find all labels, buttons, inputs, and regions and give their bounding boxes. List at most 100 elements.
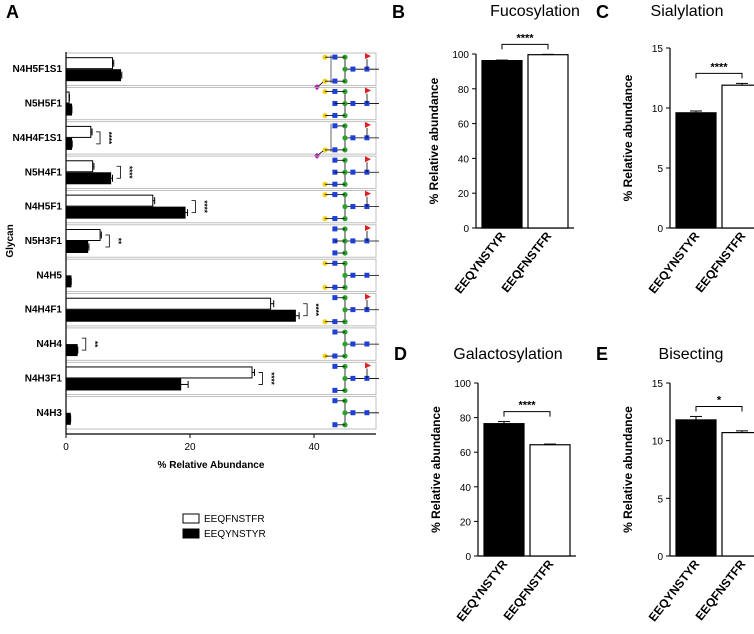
y-tick-label: 40 xyxy=(458,154,470,165)
mannose-node xyxy=(342,307,348,313)
significance-stars: **** xyxy=(200,200,209,213)
y-tick-label: 10 xyxy=(652,437,664,448)
bisecting-glcnac-node xyxy=(332,238,338,244)
y-tick-label: 60 xyxy=(458,120,470,131)
mannose-node xyxy=(342,341,348,347)
glycan-structure xyxy=(322,329,379,359)
category-label: N4H5F1 xyxy=(25,202,63,213)
mannose-node xyxy=(342,410,348,416)
glycan-structure xyxy=(322,190,379,222)
y-tick-label: 80 xyxy=(458,85,470,96)
bar-eeqynstyr xyxy=(65,137,73,150)
significance-stars: **** xyxy=(516,32,534,44)
bisecting-glcnac-node xyxy=(332,169,338,175)
significance-bracket xyxy=(501,43,549,50)
bar-eeqynstyr xyxy=(65,344,78,357)
bar-eeqfnstfr xyxy=(65,160,94,173)
significance-bracket xyxy=(503,411,551,417)
y-axis-title: % Relative abundance xyxy=(429,406,443,533)
glcnac-node xyxy=(332,181,338,187)
glcnac-node xyxy=(332,112,338,118)
fucose-node xyxy=(365,293,371,300)
panel-title: Fucosylation xyxy=(490,3,580,20)
significance-bracket xyxy=(191,200,196,214)
x-tick-label: 20 xyxy=(184,442,196,453)
glycan-structure xyxy=(322,260,379,290)
panel-b: B Fucosylation 0 20 40 60 80 100 % Relative abun… xyxy=(392,2,580,296)
y-axis-title: % Relative abundance xyxy=(621,74,635,201)
fucose-node xyxy=(365,53,371,60)
bar-eeqfnstfr xyxy=(65,366,253,379)
significance-stars: **** xyxy=(518,400,536,412)
bar-eeqynstyr xyxy=(65,378,182,391)
significance-stars: ** xyxy=(113,238,122,245)
glycan-row: N5H3F1 ** xyxy=(25,224,379,258)
glcnac-node xyxy=(332,284,338,290)
glycan-structure xyxy=(332,225,379,256)
glcnac-node xyxy=(332,363,338,369)
significance-stars: ** xyxy=(90,341,99,348)
glycan-row: N5H5F1 xyxy=(25,86,379,121)
fucose-node xyxy=(365,190,371,197)
category-label: N4H4F1S1 xyxy=(13,133,63,144)
glycan-row: N4H3 xyxy=(36,396,379,430)
mannose-node xyxy=(342,272,348,278)
y-tick-label: 10 xyxy=(652,104,664,115)
glycan-row: N4H4F1S1 **** xyxy=(13,121,379,159)
bar-eeqynstyr xyxy=(65,206,186,219)
significance-stars: **** xyxy=(266,372,275,385)
legend-label: EEQYNSTYR xyxy=(204,529,266,540)
y-tick-label: 0 xyxy=(657,552,663,563)
category-label: N4H5 xyxy=(36,270,62,281)
row-frame xyxy=(65,155,377,189)
glcnac-node xyxy=(332,353,338,359)
row-frame xyxy=(65,86,377,121)
significance-bracket xyxy=(258,372,263,385)
bar-eeqynstyr xyxy=(481,60,523,229)
category-label: N4H3F1 xyxy=(25,373,63,384)
glcnac-node xyxy=(332,147,338,153)
glycan-structure xyxy=(322,293,379,325)
y-tick-label: 100 xyxy=(452,50,469,61)
x-tick-label: 0 xyxy=(63,442,69,453)
fucose-node xyxy=(365,362,371,369)
bar-eeqynstyr xyxy=(65,103,73,116)
y-tick-label: 20 xyxy=(458,189,470,200)
mannose-node xyxy=(342,375,348,382)
glcnac-node xyxy=(332,250,338,256)
category-label: N5H3F1 xyxy=(25,236,63,247)
category-label: N4H4 xyxy=(36,339,62,350)
bar-eeqynstyr xyxy=(675,112,717,229)
panel-title: Sialylation xyxy=(651,3,724,20)
mannose-node xyxy=(342,204,348,210)
panel-label: B xyxy=(392,2,405,22)
y-axis-title: % Relative abundance xyxy=(427,77,441,204)
glcnac-node xyxy=(332,398,338,404)
glycan-row: N4H5F1 **** xyxy=(25,190,379,224)
glycan-structure xyxy=(332,362,379,394)
glcnac-node xyxy=(350,341,356,347)
bar-eeqfnstfr xyxy=(529,444,571,557)
y-tick-label: 20 xyxy=(460,517,472,528)
bar-eeqynstyr xyxy=(65,69,122,82)
y-tick-label: 15 xyxy=(652,44,664,55)
glycan-row: N4H5 xyxy=(36,258,379,292)
significance-stars: **** xyxy=(125,166,134,179)
glycan-structure xyxy=(314,53,379,91)
panel-d: D Galactosylation 0 20 40 60 80 100 % Relative a… xyxy=(394,344,576,624)
bar-eeqfnstfr xyxy=(65,297,272,310)
glcnac-node xyxy=(332,54,338,60)
glcnac-node xyxy=(332,216,338,222)
glycan-row: N5H4F1 **** xyxy=(25,155,379,189)
y-axis-title: Glycan xyxy=(5,224,16,257)
glcnac-node xyxy=(332,260,338,266)
y-tick-label: 0 xyxy=(657,224,663,235)
y-tick-label: 5 xyxy=(657,164,663,175)
glcnac-node xyxy=(350,204,356,210)
row-frame xyxy=(65,327,377,361)
significance-bracket xyxy=(695,72,743,79)
significance-bracket xyxy=(695,405,743,412)
glcnac-node xyxy=(332,157,338,163)
